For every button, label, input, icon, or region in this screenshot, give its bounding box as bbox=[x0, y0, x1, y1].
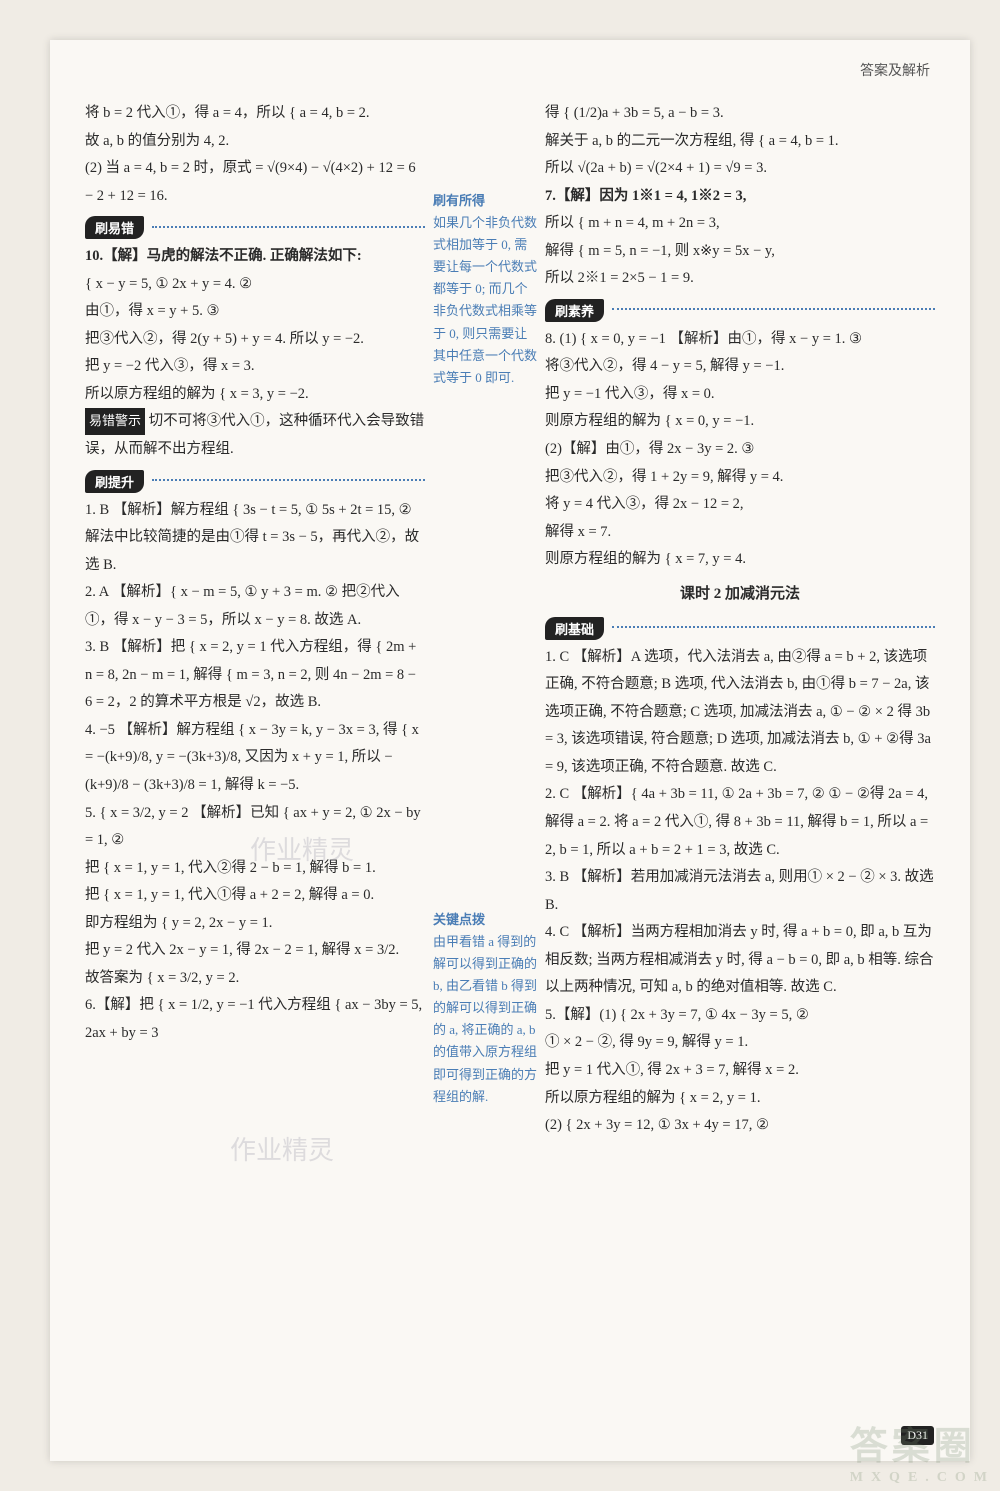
text: 把 y = −1 代入③，得 x = 0. bbox=[545, 381, 935, 409]
text: 解得 x = 7. bbox=[545, 519, 935, 547]
b2: 2. C 【解析】{ 4a + 3b = 11, ① 2a + 3b = 7, … bbox=[545, 781, 935, 864]
dots bbox=[152, 226, 425, 228]
ans-4: 4. −5 【解析】解方程组 { x − 3y = k, y − 3x = 3,… bbox=[85, 717, 425, 800]
b5c: 把 y = 1 代入①, 得 2x + 3 = 7, 解得 x = 2. bbox=[545, 1057, 935, 1085]
b1: 1. C 【解析】A 选项，代入法消去 a, 由②得 a = b + 2, 该选… bbox=[545, 644, 935, 782]
text: { x − y = 5, ① 2x + y = 4. ② bbox=[85, 271, 425, 299]
ans-3: 3. B 【解析】把 { x = 2, y = 1 代入方程组，得 { 2m +… bbox=[85, 634, 425, 717]
text: 所以 { m + n = 4, m + 2n = 3, bbox=[545, 210, 935, 238]
warn-label: 易错警示 bbox=[85, 408, 145, 435]
right-column: 得 { (1/2)a + 3b = 5, a − b = 3. 解关于 a, b… bbox=[545, 100, 935, 1421]
badge-tisheng: 刷提升 bbox=[85, 470, 144, 493]
badge-jichu: 刷基础 bbox=[545, 617, 604, 640]
ans-5f: 故答案为 { x = 3/2, y = 2. bbox=[85, 965, 425, 993]
ans-2: 2. A 【解析】{ x − m = 5, ① y + 3 = m. ② 把②代… bbox=[85, 579, 425, 634]
dots bbox=[612, 626, 935, 628]
text: 则原方程组的解为 { x = 0, y = −1. bbox=[545, 408, 935, 436]
badge-cuowu: 刷易错 bbox=[85, 216, 144, 239]
b3: 3. B 【解析】若用加减消元法消去 a, 则用① × 2 − ② × 3. 故… bbox=[545, 864, 935, 919]
watermark-small: MXQE.COM bbox=[850, 1470, 995, 1486]
text: 则原方程组的解为 { x = 7, y = 4. bbox=[545, 546, 935, 574]
badge-row: 刷素养 bbox=[545, 293, 935, 326]
b5e: (2) { 2x + 3y = 12, ① 3x + 4y = 17, ② bbox=[545, 1112, 935, 1140]
ans-5d: 即方程组为 { y = 2, 2x − y = 1. bbox=[85, 910, 425, 938]
text: 故 a, b 的值分别为 4, 2. bbox=[85, 128, 425, 156]
text: 得 { (1/2)a + 3b = 5, a − b = 3. bbox=[545, 100, 935, 128]
section-title: 课时 2 加减消元法 bbox=[545, 582, 935, 603]
text: 由①，得 x = y + 5. ③ bbox=[85, 298, 425, 326]
text: 把 y = −2 代入③，得 x = 3. bbox=[85, 353, 425, 381]
text: (2)【解】由①，得 2x − 3y = 2. ③ bbox=[545, 436, 935, 464]
q10-warn: 易错警示 切不可将③代入①，这种循环代入会导致错误，从而解不出方程组. bbox=[85, 408, 425, 463]
dots bbox=[152, 479, 425, 481]
ans-5e: 把 y = 2 代入 2x − y = 1, 得 2x − 2 = 1, 解得 … bbox=[85, 937, 425, 965]
text: 把③代入②，得 2(y + 5) + y = 4. 所以 y = −2. bbox=[85, 326, 425, 354]
text: 将③代入②，得 4 − y = 5, 解得 y = −1. bbox=[545, 353, 935, 381]
left-column: 将 b = 2 代入①，得 a = 4，所以 { a = 4, b = 2. 故… bbox=[85, 100, 425, 1421]
b5b: ① × 2 − ②, 得 9y = 9, 解得 y = 1. bbox=[545, 1029, 935, 1057]
ans-6: 6.【解】把 { x = 1/2, y = −1 代入方程组 { ax − 3b… bbox=[85, 992, 425, 1047]
b5a: 5.【解】(1) { 2x + 3y = 7, ① 4x − 3y = 5, ② bbox=[545, 1002, 935, 1030]
text: 所以原方程组的解为 { x = 3, y = −2. bbox=[85, 381, 425, 409]
q8a: 8. (1) { x = 0, y = −1 【解析】由①，得 x − y = … bbox=[545, 326, 935, 354]
columns: 将 b = 2 代入①，得 a = 4，所以 { a = 4, b = 2. 故… bbox=[85, 100, 935, 1421]
text: 将 y = 4 代入③，得 2x − 12 = 2, bbox=[545, 491, 935, 519]
badge-row: 刷易错 bbox=[85, 210, 425, 243]
b5d: 所以原方程组的解为 { x = 2, y = 1. bbox=[545, 1085, 935, 1113]
ans-1: 1. B 【解析】解方程组 { 3s − t = 5, ① 5s + 2t = … bbox=[85, 497, 425, 580]
q7-head: 7.【解】因为 1※1 = 4, 1※2 = 3, bbox=[545, 183, 935, 211]
header-right: 答案及解析 bbox=[860, 60, 930, 80]
badge-suyang: 刷素养 bbox=[545, 299, 604, 322]
text: 解关于 a, b 的二元一次方程组, 得 { a = 4, b = 1. bbox=[545, 128, 935, 156]
q10-head: 10.【解】马虎的解法不正确. 正确解法如下: bbox=[85, 243, 425, 271]
ans-5a: 5. { x = 3/2, y = 2 【解析】已知 { ax + y = 2,… bbox=[85, 800, 425, 855]
text: 把③代入②，得 1 + 2y = 9, 解得 y = 4. bbox=[545, 464, 935, 492]
annot-body-1: 如果几个非负代数式相加等于 0, 需要让每一个代数式都等于 0; 而几个非负代数… bbox=[433, 212, 537, 389]
badge-row: 刷基础 bbox=[545, 611, 935, 644]
text: 所以 √(2a + b) = √(2×4 + 1) = √9 = 3. bbox=[545, 155, 935, 183]
annot-title-2: 关键点拨 bbox=[433, 909, 537, 931]
text: (2) 当 a = 4, b = 2 时，原式 = √(9×4) − √(4×2… bbox=[85, 155, 425, 210]
page-number: D31 bbox=[901, 1426, 934, 1445]
b4: 4. C 【解析】当两方程相加消去 y 时, 得 a + b = 0, 即 a,… bbox=[545, 919, 935, 1002]
text: 所以 2※1 = 2×5 − 1 = 9. bbox=[545, 265, 935, 293]
ans-5c: 把 { x = 1, y = 1, 代入①得 a + 2 = 2, 解得 a =… bbox=[85, 882, 425, 910]
page: 答案及解析 将 b = 2 代入①，得 a = 4，所以 { a = 4, b … bbox=[50, 40, 970, 1461]
annot-body-2: 由甲看错 a 得到的解可以得到正确的 b, 由乙看错 b 得到的解可以得到正确的… bbox=[433, 931, 537, 1108]
annot-title-1: 刷有所得 bbox=[433, 190, 537, 212]
badge-row: 刷提升 bbox=[85, 464, 425, 497]
ans-5b: 把 { x = 1, y = 1, 代入②得 2 − b = 1, 解得 b =… bbox=[85, 855, 425, 883]
mid-column: 刷有所得 如果几个非负代数式相加等于 0, 需要让每一个代数式都等于 0; 而几… bbox=[425, 100, 545, 1421]
text: 解得 { m = 5, n = −1, 则 x※y = 5x − y, bbox=[545, 238, 935, 266]
dots bbox=[612, 308, 935, 310]
text: 将 b = 2 代入①，得 a = 4，所以 { a = 4, b = 2. bbox=[85, 100, 425, 128]
